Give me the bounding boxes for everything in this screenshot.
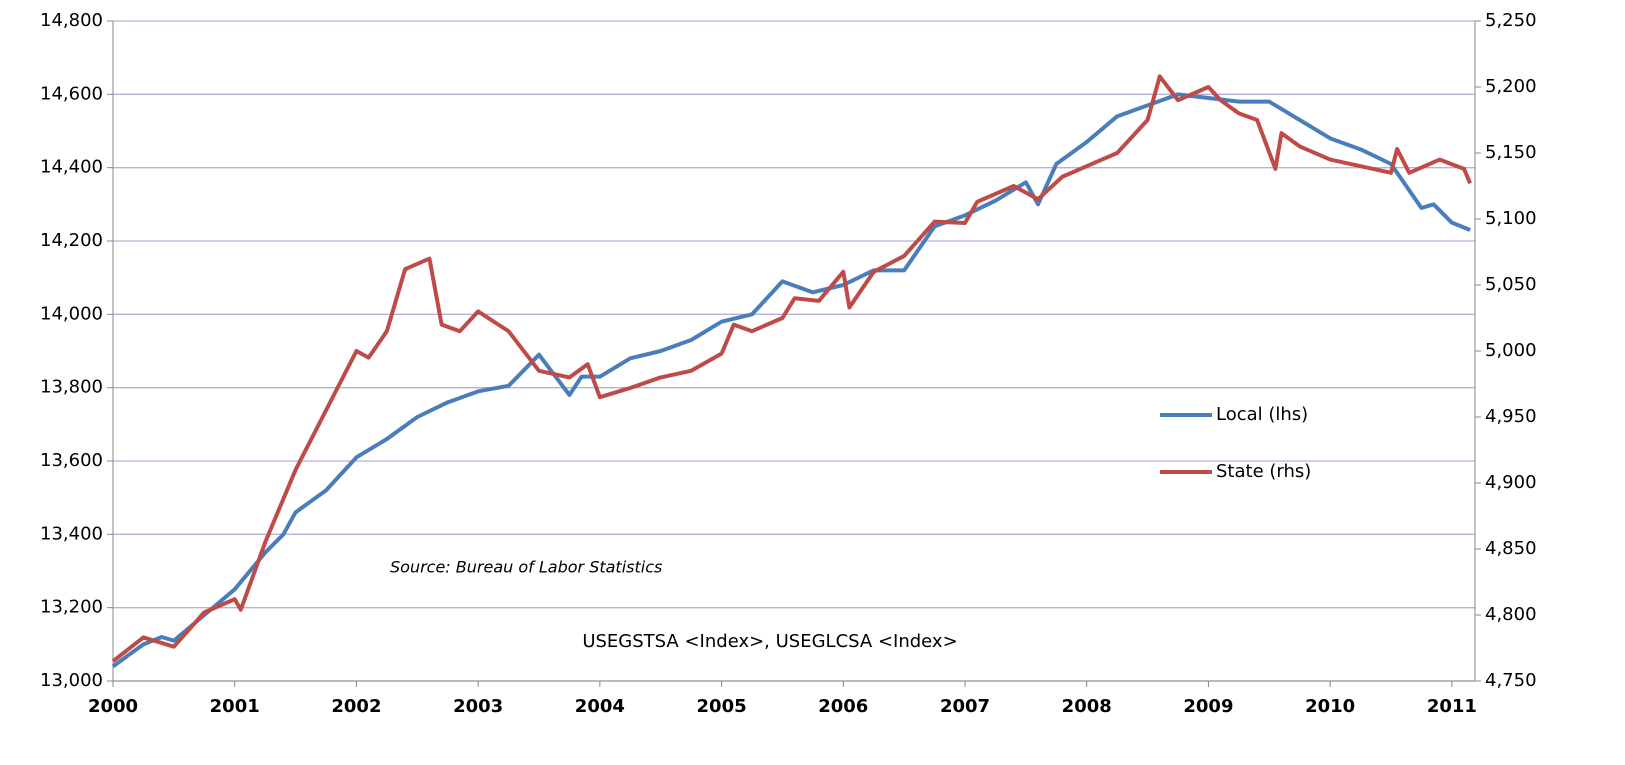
y-tick-label: 14,600 — [40, 83, 103, 104]
y-tick-label: 13,200 — [40, 597, 103, 618]
subtitle: USEGSTSA <Index>, USEGLCSA <Index> — [582, 631, 957, 652]
x-tick-label: 2000 — [88, 696, 138, 717]
y2-tick-label: 5,000 — [1485, 340, 1537, 361]
x-tick-label: 2006 — [818, 696, 868, 717]
y-tick-label: 14,400 — [40, 157, 103, 178]
source-note: Source: Bureau of Labor Statistics — [390, 558, 662, 577]
y-tick-label: 13,400 — [40, 523, 103, 544]
y2-tick-label: 4,950 — [1485, 406, 1537, 427]
y2-tick-label: 5,250 — [1485, 10, 1537, 31]
y2-tick-label: 5,050 — [1485, 274, 1537, 295]
x-tick-label: 2008 — [1062, 696, 1112, 717]
x-tick-label: 2011 — [1427, 696, 1477, 717]
y-tick-label: 13,000 — [40, 670, 103, 691]
y2-tick-label: 4,750 — [1485, 670, 1537, 691]
y2-tick-label: 5,200 — [1485, 76, 1537, 97]
x-tick-label: 2003 — [453, 696, 503, 717]
y2-tick-label: 4,900 — [1485, 472, 1537, 493]
y2-tick-label: 5,150 — [1485, 142, 1537, 163]
series-line — [111, 74, 1472, 663]
legend-label: State (rhs) — [1216, 461, 1311, 482]
x-tick-label: 2009 — [1183, 696, 1233, 717]
y-tick-label: 13,800 — [40, 377, 103, 398]
legend-label: Local (lhs) — [1216, 404, 1308, 425]
x-tick-label: 2005 — [697, 696, 747, 717]
y2-tick-label: 4,850 — [1485, 538, 1537, 559]
x-tick-label: 2010 — [1305, 696, 1355, 717]
series-line — [111, 92, 1471, 668]
x-tick-label: 2001 — [210, 696, 260, 717]
y-tick-label: 14,000 — [40, 303, 103, 324]
y2-tick-label: 5,100 — [1485, 208, 1537, 229]
y-tick-label: 14,200 — [40, 230, 103, 251]
y-tick-label: 13,600 — [40, 450, 103, 471]
x-tick-label: 2004 — [575, 696, 625, 717]
x-tick-label: 2007 — [940, 696, 990, 717]
y2-tick-label: 4,800 — [1485, 604, 1537, 625]
x-tick-label: 2002 — [331, 696, 381, 717]
y-tick-label: 14,800 — [40, 10, 103, 31]
